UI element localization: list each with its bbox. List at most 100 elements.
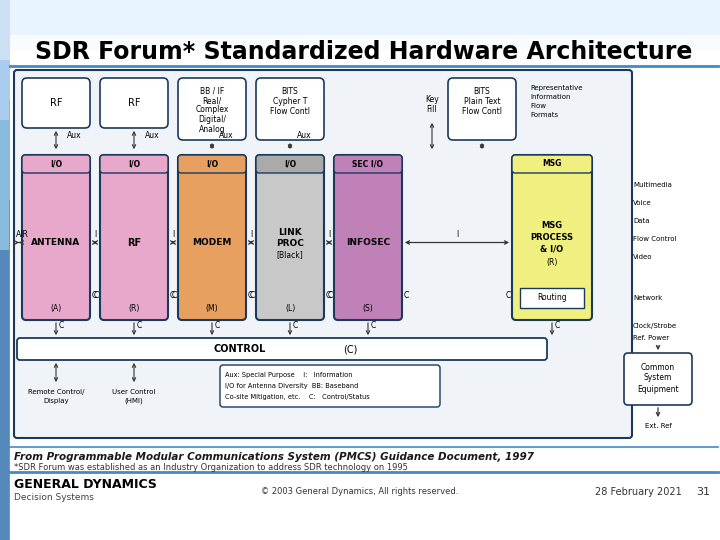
FancyBboxPatch shape bbox=[178, 155, 246, 173]
FancyBboxPatch shape bbox=[334, 155, 402, 173]
Bar bbox=[0, 0, 9, 60]
Text: Voice: Voice bbox=[633, 200, 652, 206]
Text: C: C bbox=[325, 291, 330, 300]
Text: Aux: Aux bbox=[297, 131, 311, 139]
Text: Decision Systems: Decision Systems bbox=[14, 494, 94, 503]
Text: Data: Data bbox=[633, 218, 649, 224]
Text: Flow: Flow bbox=[530, 103, 546, 109]
Text: C: C bbox=[554, 321, 559, 330]
Bar bbox=[0, 0, 9, 540]
FancyBboxPatch shape bbox=[256, 155, 324, 173]
Text: Fill: Fill bbox=[427, 105, 437, 114]
Text: 28 February 2021: 28 February 2021 bbox=[595, 487, 682, 497]
Text: Aux: Aux bbox=[145, 131, 159, 139]
Text: Complex: Complex bbox=[195, 105, 229, 114]
Bar bbox=[0, 0, 10, 540]
Text: Aux: Special Purpose    I:   Information: Aux: Special Purpose I: Information bbox=[225, 372, 353, 378]
FancyBboxPatch shape bbox=[334, 155, 402, 320]
Text: Display: Display bbox=[43, 398, 69, 404]
Bar bbox=[10, 50, 720, 65]
FancyBboxPatch shape bbox=[22, 78, 90, 128]
Text: C: C bbox=[91, 291, 96, 300]
Text: C: C bbox=[94, 291, 99, 300]
Text: Digital/: Digital/ bbox=[198, 114, 226, 124]
Text: Aux: Aux bbox=[219, 131, 233, 139]
Text: User Control: User Control bbox=[112, 389, 156, 395]
Text: BITS: BITS bbox=[282, 86, 298, 96]
Text: Equipment: Equipment bbox=[637, 384, 679, 394]
FancyBboxPatch shape bbox=[448, 78, 516, 140]
Text: Co-site Mitigation, etc.    C:   Control/Status: Co-site Mitigation, etc. C: Control/Stat… bbox=[225, 394, 370, 400]
Text: ANTENNA: ANTENNA bbox=[32, 238, 81, 247]
FancyBboxPatch shape bbox=[256, 78, 324, 140]
Text: SEC I/O: SEC I/O bbox=[353, 159, 384, 168]
Bar bbox=[0, 0, 10, 100]
Text: MSG: MSG bbox=[542, 159, 562, 168]
FancyBboxPatch shape bbox=[178, 78, 246, 140]
FancyBboxPatch shape bbox=[220, 365, 440, 407]
Text: I: I bbox=[172, 230, 174, 239]
Text: Flow Control: Flow Control bbox=[633, 236, 677, 242]
Bar bbox=[10, 35, 720, 65]
Text: Ref. Power: Ref. Power bbox=[633, 335, 669, 341]
Text: Video: Video bbox=[633, 254, 652, 260]
Text: C: C bbox=[249, 291, 255, 300]
Text: LINK: LINK bbox=[278, 228, 302, 237]
Text: CONTROL: CONTROL bbox=[214, 344, 266, 354]
Text: MSG: MSG bbox=[541, 221, 562, 230]
Text: Flow Contl: Flow Contl bbox=[462, 106, 502, 116]
Text: Ext. Ref: Ext. Ref bbox=[644, 423, 672, 429]
Text: C: C bbox=[505, 291, 510, 300]
Text: C: C bbox=[171, 291, 176, 300]
Text: Remote Control/: Remote Control/ bbox=[28, 389, 84, 395]
Text: I: I bbox=[328, 230, 330, 239]
Text: AIR: AIR bbox=[16, 230, 29, 239]
FancyBboxPatch shape bbox=[100, 155, 168, 320]
FancyBboxPatch shape bbox=[17, 338, 547, 360]
Text: C: C bbox=[136, 321, 142, 330]
Text: 31: 31 bbox=[696, 487, 710, 497]
Text: I/O: I/O bbox=[284, 159, 296, 168]
Bar bbox=[0, 0, 10, 60]
Text: I: I bbox=[456, 230, 458, 239]
Text: RF: RF bbox=[127, 98, 140, 108]
Text: GENERAL DYNAMICS: GENERAL DYNAMICS bbox=[14, 478, 157, 491]
Text: BB / IF: BB / IF bbox=[200, 86, 224, 96]
Text: (R): (R) bbox=[546, 258, 558, 267]
Text: PROCESS: PROCESS bbox=[531, 233, 574, 242]
Text: Analog: Analog bbox=[199, 125, 225, 133]
Text: C: C bbox=[328, 291, 333, 300]
Text: (S): (S) bbox=[363, 303, 374, 313]
FancyBboxPatch shape bbox=[512, 155, 592, 173]
Text: (C): (C) bbox=[343, 344, 357, 354]
Text: C: C bbox=[248, 291, 253, 300]
Text: Routing: Routing bbox=[537, 294, 567, 302]
Text: Flow Contl: Flow Contl bbox=[270, 106, 310, 116]
Text: RF: RF bbox=[50, 98, 62, 108]
Text: PROC: PROC bbox=[276, 239, 304, 248]
FancyBboxPatch shape bbox=[512, 155, 592, 320]
FancyBboxPatch shape bbox=[100, 78, 168, 128]
FancyBboxPatch shape bbox=[22, 155, 90, 173]
FancyBboxPatch shape bbox=[22, 155, 90, 320]
Text: C: C bbox=[58, 321, 63, 330]
Text: I/O: I/O bbox=[50, 159, 62, 168]
Bar bbox=[0, 0, 10, 200]
Text: I/O for Antenna Diversity  BB: Baseband: I/O for Antenna Diversity BB: Baseband bbox=[225, 383, 359, 389]
Text: From Programmable Modular Communications System (PMCS) Guidance Document, 1997: From Programmable Modular Communications… bbox=[14, 452, 534, 462]
Text: I/O: I/O bbox=[206, 159, 218, 168]
FancyBboxPatch shape bbox=[256, 155, 324, 320]
Bar bbox=[520, 288, 584, 308]
Text: (L): (L) bbox=[285, 303, 295, 313]
Text: C: C bbox=[403, 291, 409, 300]
Text: Real/: Real/ bbox=[202, 97, 222, 105]
Text: I: I bbox=[250, 230, 252, 239]
Text: System: System bbox=[644, 374, 672, 382]
Text: I: I bbox=[94, 230, 96, 239]
Bar bbox=[0, 0, 9, 120]
Text: (R): (R) bbox=[128, 303, 140, 313]
Text: SDR Forum* Standardized Hardware Architecture: SDR Forum* Standardized Hardware Archite… bbox=[35, 40, 693, 64]
Text: C: C bbox=[370, 321, 376, 330]
Text: Formats: Formats bbox=[530, 112, 558, 118]
Text: (M): (M) bbox=[206, 303, 218, 313]
